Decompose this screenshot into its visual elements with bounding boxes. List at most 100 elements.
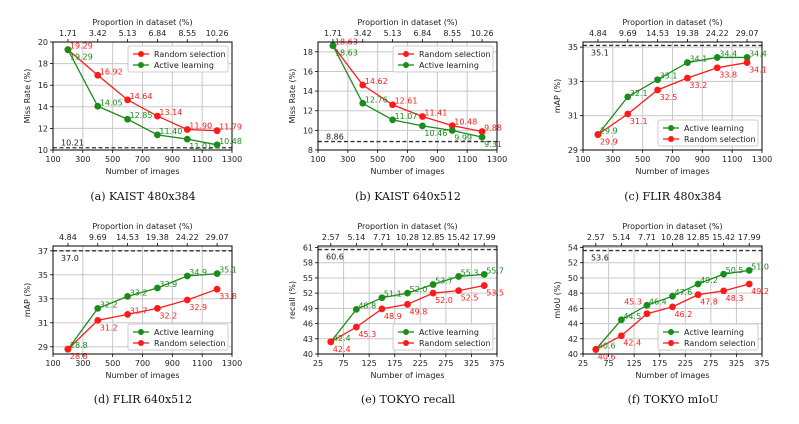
- data-point-random: [124, 311, 131, 318]
- data-point-random: [720, 287, 728, 295]
- x-tick-label: 25: [578, 359, 588, 368]
- y-tick-label: 29: [38, 343, 48, 352]
- x-axis-title: Number of images: [370, 167, 444, 176]
- data-labels: 19.29 16.92 14.64 13.14 11.90 11.79 19.29 14.05…: [70, 42, 242, 151]
- data-point-active: [743, 54, 751, 61]
- legend-label-random: Random selection: [419, 50, 491, 59]
- top-x-tick-label: 10.26: [206, 29, 229, 38]
- data-point-random: [404, 300, 411, 308]
- data-label-active: 10.48: [219, 137, 242, 146]
- data-point-random: [183, 126, 191, 133]
- data-point-active: [124, 115, 131, 123]
- baseline-label: 8.86: [326, 133, 344, 142]
- data-label-active: 55.3: [461, 268, 479, 277]
- top-x-tick-label: 5.14: [612, 233, 630, 242]
- x-axis-title: Number of images: [635, 167, 709, 176]
- legend-label-active: Active learning: [154, 61, 214, 70]
- data-point-active: [654, 76, 661, 84]
- data-label-active: 34.4: [749, 49, 767, 58]
- data-label-random: 11.90: [189, 121, 212, 130]
- chart-svg: 100 300 500 700 900 1100 1300 29 31 33 35 37 4.84 9.6…: [23, 222, 242, 380]
- top-x-tick-label: 5.13: [384, 29, 402, 38]
- data-label-active: 11.01: [189, 142, 212, 151]
- x-tick-label: 500: [105, 359, 120, 368]
- data-label-random: 53.5: [486, 289, 504, 298]
- data-label-random: 52.5: [461, 294, 479, 303]
- data-point-random: [745, 280, 753, 288]
- baseline-label: 60.6: [326, 253, 344, 262]
- x-tick-label: 500: [105, 155, 120, 164]
- y-tick-label: 43: [303, 335, 313, 344]
- data-label-random: 47.8: [700, 298, 718, 307]
- data-label-active: 9.31: [484, 140, 502, 149]
- data-point-random: [743, 59, 751, 66]
- legend-swatch-marker: [403, 62, 409, 68]
- y-tick-label: 46: [568, 304, 578, 313]
- x-tick-label: 1100: [722, 155, 742, 164]
- data-label-active: 51.0: [751, 262, 769, 271]
- top-x-tick-label: 9.69: [619, 29, 637, 38]
- y-tick-label: 50: [568, 274, 578, 283]
- y-tick-label: 42: [568, 335, 578, 344]
- x-tick-label: 100: [45, 155, 60, 164]
- legend-label-active: Active learning: [419, 61, 479, 70]
- data-point-random: [213, 285, 221, 293]
- legend-box: [127, 323, 229, 351]
- legend-swatch-marker: [138, 340, 144, 346]
- legend-box: [127, 45, 229, 73]
- data-label-active: 55.7: [486, 266, 504, 275]
- data-point-random: [684, 74, 691, 82]
- data-point-active: [378, 294, 386, 302]
- top-x-tick-label: 15.42: [447, 233, 470, 242]
- data-label-random: 40.6: [598, 352, 616, 361]
- data-point-active: [124, 293, 131, 300]
- y-tick-label: 31: [568, 112, 578, 121]
- data-point-random: [429, 289, 437, 297]
- data-point-random: [592, 346, 600, 353]
- data-point-random: [694, 291, 702, 299]
- legend-label-active: Active learning: [684, 124, 744, 133]
- y-tick-label: 8: [308, 146, 313, 155]
- data-point-random: [713, 64, 721, 72]
- data-point-active: [213, 141, 221, 149]
- y-tick-label: 18: [38, 60, 48, 69]
- top-x-tick-label: 24.22: [706, 29, 729, 38]
- top-x-axis-title: Proportion in dataset (%): [622, 18, 722, 27]
- y-tick-label: 14: [303, 87, 313, 96]
- chart-svg: 25 75 125 175 225 275 325 375 40 43 46 49 52 55 58 61 2.…: [288, 222, 505, 380]
- data-label-active: 44.5: [623, 312, 641, 321]
- data-label-active: 33.1: [660, 72, 678, 81]
- y-tick-label: 12: [303, 107, 313, 116]
- x-tick-label: 325: [464, 359, 479, 368]
- legend-swatch-marker: [138, 62, 144, 68]
- x-tick-label: 1300: [752, 155, 772, 164]
- data-label-random: 33.8: [219, 292, 237, 301]
- data-point-random: [448, 122, 456, 130]
- series-line-random: [332, 45, 483, 133]
- top-x-tick-label: 10.26: [471, 29, 494, 38]
- data-label-random: 32.2: [159, 311, 177, 320]
- data-label-random: 34.1: [749, 66, 767, 75]
- data-point-active: [389, 116, 396, 124]
- baseline-label: 10.21: [61, 139, 84, 148]
- data-point-random: [327, 338, 335, 346]
- data-point-active: [669, 292, 676, 300]
- data-point-random: [669, 303, 676, 311]
- data-label-active: 9.99: [454, 133, 472, 142]
- x-tick-label: 375: [489, 359, 504, 368]
- data-point-active: [404, 289, 411, 297]
- x-axis-title: Number of images: [370, 371, 444, 380]
- x-tick-label: 100: [310, 155, 325, 164]
- top-x-tick-label: 29.07: [206, 233, 229, 242]
- data-label-active: 46.4: [649, 297, 667, 306]
- x-tick-label: 1100: [457, 155, 477, 164]
- y-tick-label: 54: [568, 244, 578, 253]
- data-point-active: [213, 270, 221, 277]
- data-label-random: 14.62: [365, 77, 388, 86]
- data-label-random: 11.41: [424, 109, 447, 118]
- x-tick-label: 25: [313, 359, 323, 368]
- data-point-random: [643, 310, 651, 318]
- data-label-active: 33.9: [159, 280, 177, 289]
- data-point-active: [359, 99, 367, 107]
- data-point-active: [429, 281, 437, 288]
